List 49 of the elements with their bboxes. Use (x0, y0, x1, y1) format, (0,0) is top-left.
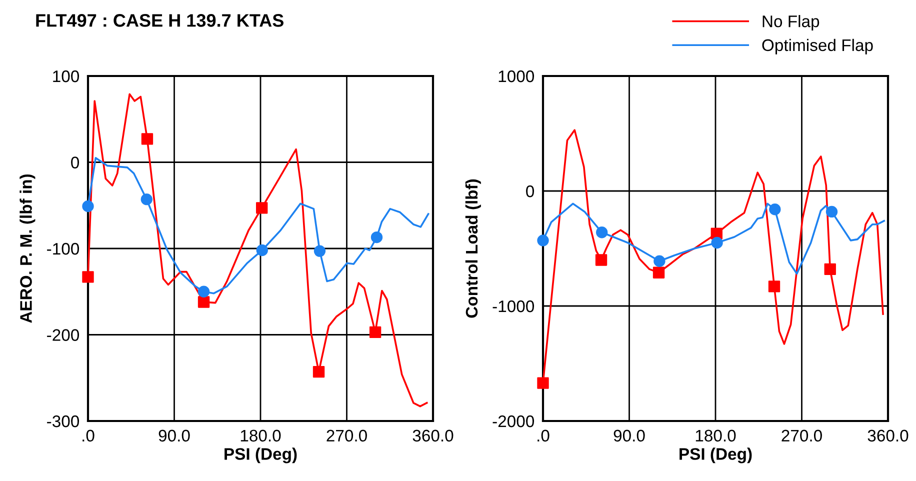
point (141, 133, 154, 145)
point (314, 245, 326, 257)
point (824, 263, 836, 276)
point (82, 200, 94, 212)
y-tick-label: 100 (53, 70, 80, 82)
y-tick-label: 0 (526, 185, 534, 198)
point (826, 206, 838, 218)
y-tick-label: 0 (71, 156, 80, 168)
point (198, 286, 210, 298)
y-tick-label: 1000 (498, 70, 534, 82)
point (768, 280, 780, 292)
x-tick-label: 360.0 (412, 430, 454, 442)
y-tick-label: -100 (47, 242, 80, 255)
point (312, 366, 325, 378)
point (711, 236, 723, 249)
x-tick-label: 270.0 (782, 430, 822, 442)
point (652, 266, 665, 278)
y-tick-label: -200 (47, 329, 80, 341)
x-tick-label: 90.0 (614, 430, 645, 442)
point (654, 255, 666, 267)
point (537, 377, 549, 389)
point (595, 254, 608, 266)
point (256, 202, 268, 214)
point (369, 326, 382, 338)
x-tick-label: .0 (538, 430, 550, 442)
chart-title: FLT497 : CASE H 139.7 KTAS (36, 14, 284, 27)
y-tick-label: -1000 (492, 300, 534, 312)
point (769, 204, 781, 216)
point (256, 244, 268, 256)
x-tick-label: 180.0 (696, 430, 736, 442)
y-axis-title: AERO. P. M. (lbf in) (20, 174, 36, 323)
legend-label: Optimised Flap (762, 38, 873, 54)
point (198, 296, 210, 308)
x-tick-label: 90.0 (158, 430, 190, 442)
x-tick-label: .0 (82, 430, 94, 442)
y-tick-label: -300 (47, 415, 80, 428)
x-tick-label: 180.0 (240, 430, 281, 442)
y-tick-label: -2000 (492, 415, 534, 428)
x-tick-label: 270.0 (326, 430, 367, 442)
x-axis-title: PSI (Deg) (680, 448, 752, 464)
point (140, 193, 152, 206)
x-tick-label: 360.0 (868, 430, 908, 442)
point (82, 271, 94, 283)
legend-label: No Flap (762, 15, 820, 31)
y-axis-title: Control Load (lbf) (465, 179, 481, 318)
point (596, 226, 608, 238)
point (370, 231, 383, 244)
x-axis-title: PSI (Deg) (224, 448, 297, 464)
point (537, 234, 549, 246)
